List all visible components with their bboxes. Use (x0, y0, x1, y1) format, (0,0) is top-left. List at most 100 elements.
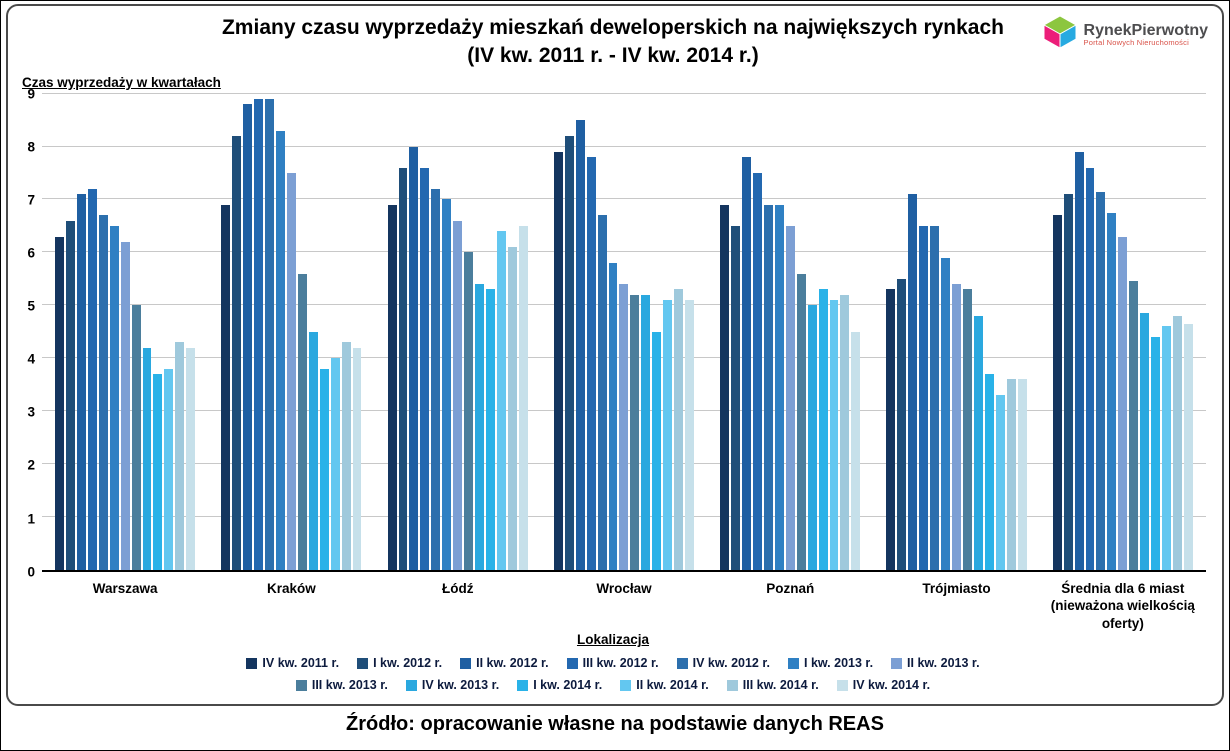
y-tick-label: 3 (27, 404, 35, 420)
source-note: Źródło: opracowanie własne na podstawie … (346, 713, 884, 735)
bar (685, 299, 695, 570)
bar (1096, 191, 1106, 570)
legend-swatch-icon (676, 657, 688, 669)
category-label: Poznań (766, 580, 815, 596)
bar (796, 273, 806, 570)
bar (1173, 315, 1182, 570)
bar (453, 220, 463, 570)
legend-swatch-icon (517, 679, 529, 691)
legend-label: IV kw. 2011 r. (262, 656, 340, 671)
bar (1006, 379, 1016, 570)
bar-group (1040, 94, 1206, 570)
bar (464, 252, 474, 570)
legend-item: II kw. 2013 r. (891, 656, 980, 670)
legend-label: II kw. 2013 r. (907, 656, 980, 671)
chart-title-line2: (IV kw. 2011 r. - IV kw. 2014 r.) (467, 44, 759, 68)
legend-label: I kw. 2013 r. (804, 656, 874, 671)
legend-item: IV kw. 2013 r. (405, 678, 499, 692)
legend-item: IV kw. 2012 r. (676, 656, 770, 670)
x-axis-title: Lokalizacja (576, 632, 650, 648)
bar (1140, 313, 1150, 570)
chart-title-line1: Zmiany czasu wyprzedaży mieszkań dewelop… (221, 16, 1004, 39)
bar (98, 215, 108, 570)
legend-item: I kw. 2013 r. (788, 656, 873, 670)
bar (475, 284, 484, 570)
legend-item: II kw. 2014 r. (620, 678, 709, 692)
house-logo-icon (1042, 15, 1078, 53)
logo-name: RynekPierwotny (1083, 21, 1208, 39)
gridline (42, 92, 1206, 94)
bar (818, 289, 828, 570)
bar (297, 273, 307, 570)
bar (1052, 215, 1062, 570)
legend-item: I kw. 2014 r. (517, 678, 602, 692)
bar (164, 368, 174, 570)
y-axis-title: Czas wyprzedaży w kwartałach (22, 74, 221, 90)
legend-row: III kw. 2013 r. IV kw. 2013 r. I kw. 2014 … (295, 678, 931, 693)
category-label: Warszawa (92, 580, 158, 596)
legend-label: III kw. 2013 r. (311, 678, 388, 693)
bar (919, 225, 929, 570)
bar (55, 236, 64, 570)
legend-label: I kw. 2014 r. (533, 678, 603, 693)
legend-swatch-icon (788, 657, 800, 669)
bar (1162, 326, 1171, 570)
bar (586, 157, 596, 570)
gridline (42, 251, 1206, 253)
bar (674, 289, 684, 570)
legend-swatch-icon (620, 679, 632, 691)
bar (275, 130, 285, 570)
bar (518, 225, 528, 570)
legend-item: IV kw. 2011 r. (246, 656, 339, 670)
bar (941, 257, 951, 570)
legend-label: I kw. 2012 r. (373, 656, 443, 671)
bar (886, 289, 896, 570)
legend-swatch-icon (726, 679, 738, 691)
category-label: Średnia dla 6 miast (nieważona wielkości… (1050, 580, 1195, 631)
legend-swatch-icon (460, 657, 472, 669)
gridline (42, 145, 1206, 147)
bar (286, 173, 296, 570)
bar (641, 294, 651, 570)
bar (1017, 379, 1027, 570)
bar (352, 347, 362, 570)
bar (742, 157, 751, 570)
bar (265, 98, 274, 570)
bar (807, 305, 817, 570)
bar (76, 194, 86, 570)
bar (431, 188, 441, 570)
y-ticks: 0 1 2 3 4 5 6 7 8 9 (16, 86, 42, 579)
bar-groups (42, 94, 1206, 570)
legend-item: I kw. 2012 r. (357, 656, 442, 670)
y-tick-label: 9 (27, 86, 35, 102)
chart-frame: Zmiany czasu wyprzedaży mieszkań dewelop… (6, 4, 1224, 706)
bar (1183, 323, 1193, 570)
legend-item: IV kw. 2014 r. (836, 678, 931, 693)
bar-group (873, 94, 1039, 570)
bar (851, 331, 861, 570)
bar (507, 247, 517, 570)
bar (652, 331, 662, 570)
bar (973, 315, 983, 570)
bar (995, 395, 1005, 570)
bar-group (375, 94, 541, 570)
bar (763, 204, 773, 570)
bar (608, 262, 618, 570)
bar (597, 215, 607, 570)
bar (142, 347, 152, 570)
bar (774, 204, 784, 570)
bar (575, 120, 585, 570)
bar (65, 220, 75, 570)
legend-swatch-icon (405, 679, 417, 691)
y-tick-label: 4 (27, 351, 35, 367)
bar (131, 305, 141, 570)
bar (1151, 336, 1161, 570)
bar-group (707, 94, 873, 570)
plot-area (42, 92, 1206, 572)
logo-subtitle: Portal Nowych Nieruchomości (1083, 38, 1189, 48)
legend-item: III kw. 2013 r. (295, 678, 388, 693)
bar-group (541, 94, 707, 570)
chart-title: Zmiany czasu wyprzedaży mieszkań dewelop… (16, 14, 1210, 71)
legend-label: IV kw. 2014 r. (852, 678, 931, 693)
bar (308, 331, 318, 570)
